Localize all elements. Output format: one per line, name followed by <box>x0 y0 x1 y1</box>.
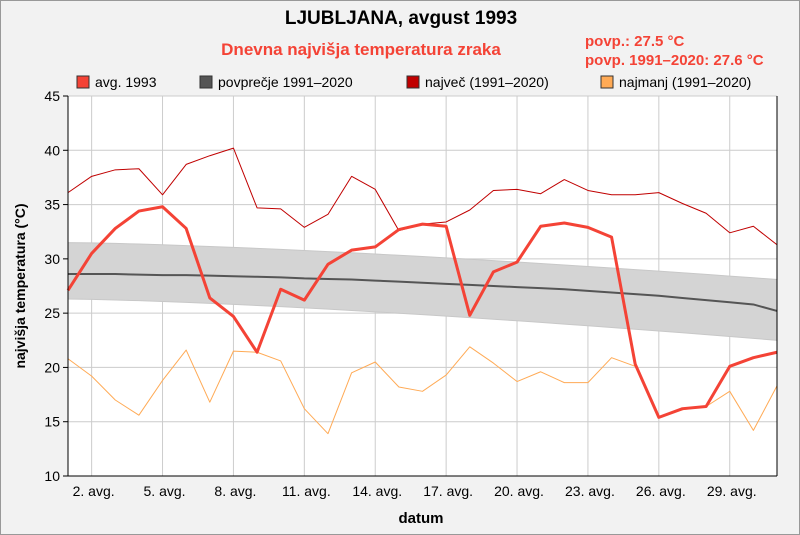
legend-swatch <box>76 75 90 89</box>
x-tick-label: 11. avg. <box>282 483 331 499</box>
y-tick-label: 10 <box>44 468 60 484</box>
y-axis-label: najvišja temperatura (°C) <box>12 203 28 368</box>
legend-swatch <box>199 75 213 89</box>
y-tick-label: 40 <box>44 142 60 158</box>
legend-swatch <box>406 75 420 89</box>
x-tick-label: 26. avg. <box>636 483 686 499</box>
y-tick-label: 35 <box>44 197 60 213</box>
legend-label: povprečje 1991–2020 <box>218 74 353 90</box>
legend-label: največ (1991–2020) <box>425 74 549 90</box>
legend-swatch <box>600 75 614 89</box>
y-tick-label: 25 <box>44 305 60 321</box>
chart-title: LJUBLJANA, avgust 1993 <box>285 8 517 29</box>
y-tick-label: 30 <box>44 251 60 267</box>
y-tick-label: 20 <box>44 359 60 375</box>
legend-label: avg. 1993 <box>95 74 157 90</box>
x-axis-label: datum <box>399 510 444 527</box>
stat-avg: povp.: 27.5 °C <box>585 33 685 50</box>
x-tick-label: 20. avg. <box>494 483 544 499</box>
stat-normal: povp. 1991–2020: 27.6 °C <box>585 52 764 69</box>
x-tick-label: 17. avg. <box>423 483 473 499</box>
x-tick-label: 5. avg. <box>144 483 186 499</box>
x-tick-label: 2. avg. <box>73 483 115 499</box>
x-tick-label: 8. avg. <box>214 483 256 499</box>
x-tick-label: 23. avg. <box>565 483 615 499</box>
chart-subtitle: Dnevna najvišja temperatura zraka <box>221 40 501 59</box>
x-tick-label: 14. avg. <box>352 483 402 499</box>
legend-label: najmanj (1991–2020) <box>619 74 751 90</box>
x-tick-label: 29. avg. <box>707 483 757 499</box>
y-tick-label: 15 <box>44 414 60 430</box>
y-tick-label: 45 <box>44 88 60 104</box>
